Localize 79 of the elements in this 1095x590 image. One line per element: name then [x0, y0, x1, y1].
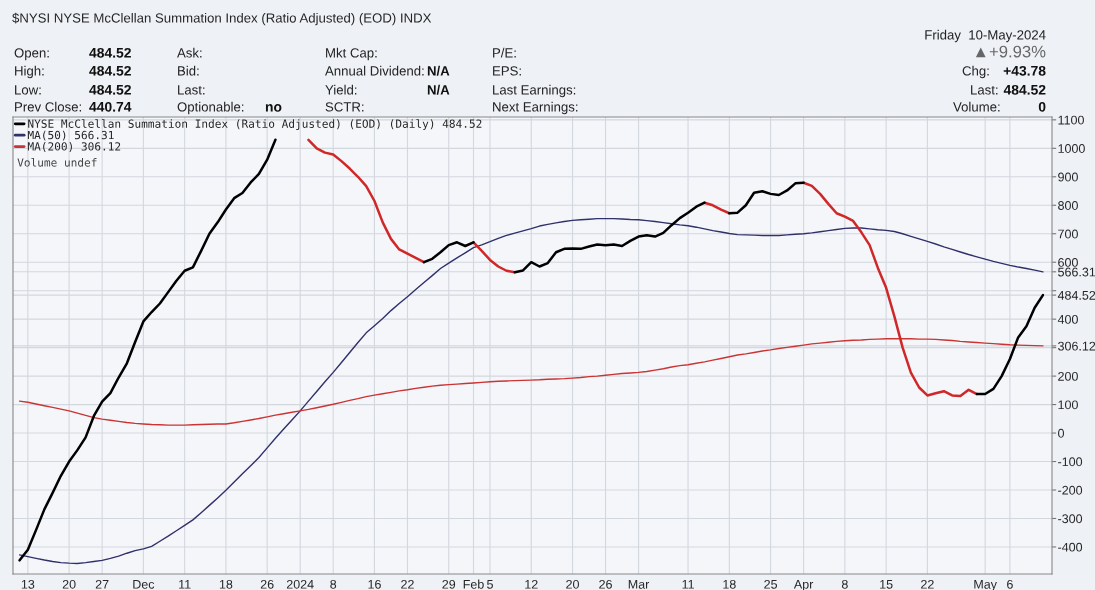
x-tick-label: 18: [723, 579, 736, 589]
text: Next Earnings:: [493, 101, 578, 115]
text: 484.52: [89, 65, 131, 76]
y-tick-label: 484.52: [1057, 290, 1095, 300]
text: Annual Dividend:: [325, 65, 424, 76]
text: High:: [15, 65, 44, 79]
x-tick-label: 27: [95, 579, 109, 589]
y-tick-label: 600: [1058, 258, 1078, 267]
text: Friday 10-May-2024: [925, 29, 1046, 43]
x-tick-label: Mar: [628, 580, 650, 589]
legend-label: NYSE McClellan Summation Index (Ratio Adjusted) (EOD) (Daily) 484.52: [28, 119, 482, 131]
y-tick-label: 800: [1058, 201, 1078, 210]
text: EPS:: [493, 66, 521, 76]
x-tick-label: 22: [401, 579, 414, 589]
annotation: Volume undef: [17, 158, 97, 167]
y-tick-label: 1100: [1058, 115, 1084, 125]
line-series: [18, 217, 1044, 565]
text: N/A: [427, 84, 450, 95]
text: Low:: [15, 85, 41, 95]
x-tick-label: 12: [525, 579, 538, 589]
text: no: [265, 104, 282, 112]
x-tick-label: 25: [764, 579, 778, 589]
legend-label: MA(200) 306.12: [27, 142, 121, 152]
y-tick-label: 0: [1058, 428, 1065, 438]
x-tick-label: 11: [682, 580, 694, 589]
y-tick-label: 700: [1058, 229, 1078, 239]
y-tick-label: 900: [1058, 172, 1078, 182]
y-tick-label: 306.12: [1058, 341, 1095, 351]
y-tick-label: -400: [1058, 542, 1083, 552]
x-tick-label: 11: [179, 580, 191, 589]
x-tick-label: 20: [62, 579, 76, 589]
x-tick-label: 29: [442, 579, 456, 589]
text: SCTR:: [325, 102, 364, 112]
text: Optionable:: [177, 101, 244, 115]
x-tick-label: 18: [219, 579, 233, 589]
x-tick-label: 8: [330, 579, 337, 589]
y-tick-label: 566.31: [1058, 267, 1095, 277]
chart-title: $NYSI NYSE McClellan Summation Index (Ratio Adjusted) (EOD) INDX: [12, 12, 432, 26]
text: 440.74: [89, 101, 132, 112]
y-tick-label: -200: [1058, 485, 1083, 495]
text: Yield:: [325, 84, 357, 95]
text: 0: [1038, 101, 1046, 112]
text: ▲+9.93%: [975, 45, 1046, 58]
text: Last:: [178, 85, 205, 95]
x-tick-label: Dec: [133, 580, 155, 589]
text: N/A: [427, 65, 450, 76]
y-tick-label: 400: [1057, 314, 1078, 324]
y-tick-label: -300: [1058, 514, 1083, 524]
text: Bid:: [178, 65, 199, 76]
text: 484.52: [89, 84, 131, 95]
x-tick-label: 5: [487, 580, 493, 589]
y-tick-label: 200: [1058, 371, 1078, 381]
x-tick-label: 20: [566, 579, 579, 589]
x-tick-label: 22: [921, 579, 934, 589]
text: Mkt Cap:: [326, 47, 377, 61]
text: Chg:: [962, 65, 989, 79]
text: Open:: [14, 48, 49, 61]
text: Volume:: [953, 101, 1000, 112]
x-tick-label: 13: [21, 579, 35, 589]
x-tick-label: 26: [599, 579, 612, 589]
x-tick-label: 8: [841, 579, 848, 589]
text: Ask:: [177, 47, 202, 58]
x-tick-label: 6: [1007, 579, 1013, 589]
text: Last Earnings:: [493, 84, 576, 98]
legend-label: MA(50) 566.31: [27, 130, 114, 141]
y-tick-label: 100: [1058, 400, 1078, 410]
x-tick-label: 16: [368, 579, 381, 589]
y-tick-label: 1000: [1058, 144, 1085, 153]
x-tick-label: Feb: [463, 579, 484, 589]
y-tick-label: -100: [1058, 457, 1083, 467]
text: 484.52: [1003, 84, 1046, 95]
text: P/E:: [493, 47, 516, 58]
text: 484.52: [89, 47, 131, 58]
text: +43.78: [1003, 65, 1046, 76]
text: Prev Close:: [15, 101, 81, 112]
text: Last:: [971, 85, 998, 95]
x-tick-label: 2024: [286, 579, 314, 589]
x-tick-label: 15: [880, 580, 893, 589]
x-tick-label: 26: [260, 579, 274, 589]
